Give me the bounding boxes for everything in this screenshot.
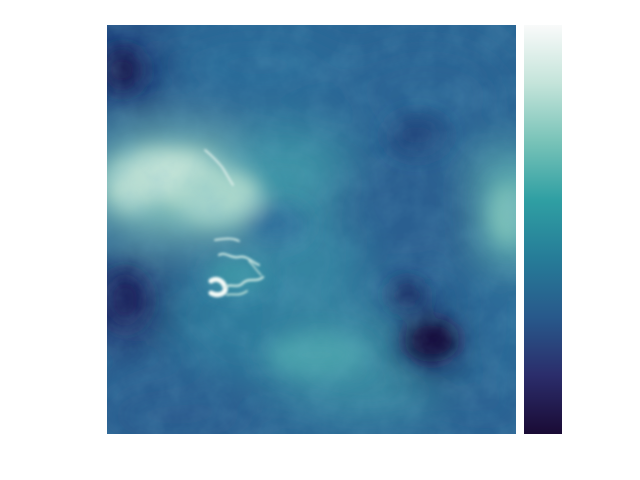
colorbar [524, 25, 562, 434]
heatmap-texture [107, 25, 516, 434]
bright-filaments [204, 149, 265, 298]
colorbar-fill [524, 25, 562, 434]
heatmap-image [107, 25, 516, 434]
